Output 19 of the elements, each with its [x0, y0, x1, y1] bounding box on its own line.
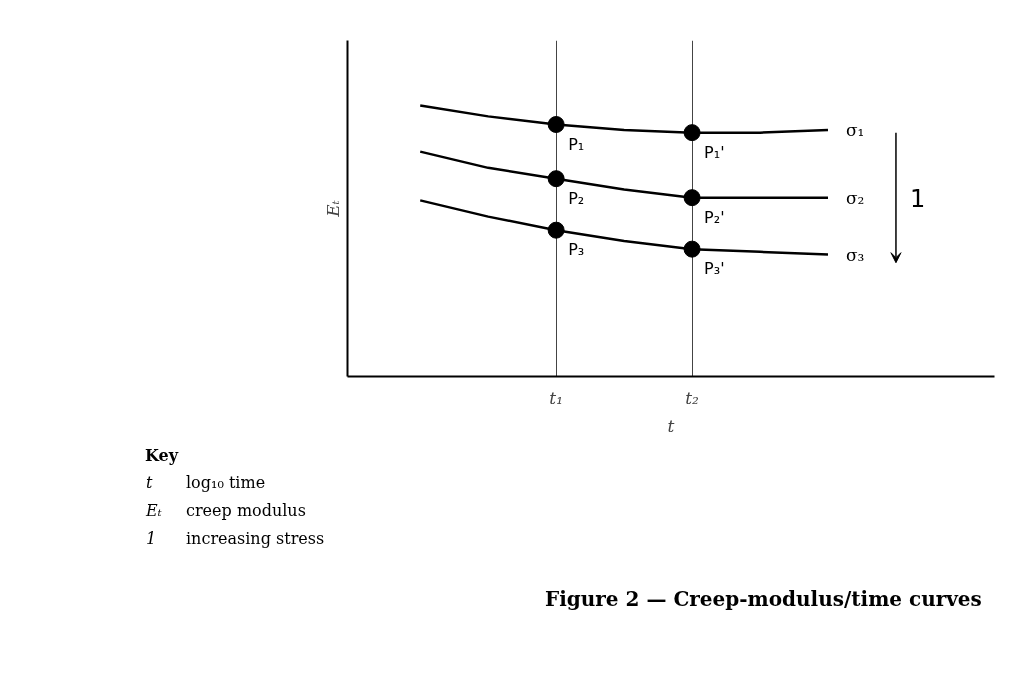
- annotation: P₃': [704, 259, 725, 279]
- x-axis-title: t: [667, 415, 675, 436]
- x-tick-label: t₁: [549, 387, 563, 408]
- text: Eₜ creep modulus: [146, 500, 306, 520]
- annotation: P₁': [704, 142, 725, 162]
- annotation: P₂: [568, 188, 585, 208]
- text: 1 increasing stress: [146, 528, 325, 548]
- text: Figure 2 — Creep-modulus/time curves: [545, 586, 982, 613]
- x-tick-label: t₂: [685, 387, 700, 408]
- text: 1: [909, 184, 926, 213]
- annotation: P₃: [568, 240, 585, 260]
- text: Key: [145, 446, 179, 465]
- text: t log₁₀ time: [146, 472, 266, 492]
- annotation: P₂': [704, 207, 725, 227]
- series-label: σ₂: [845, 187, 865, 208]
- series-label: σ₁: [845, 119, 865, 140]
- y-axis-title: Eₜ: [322, 199, 343, 218]
- annotation: P₁: [568, 134, 585, 154]
- legend-label: σ₃: [845, 244, 865, 265]
